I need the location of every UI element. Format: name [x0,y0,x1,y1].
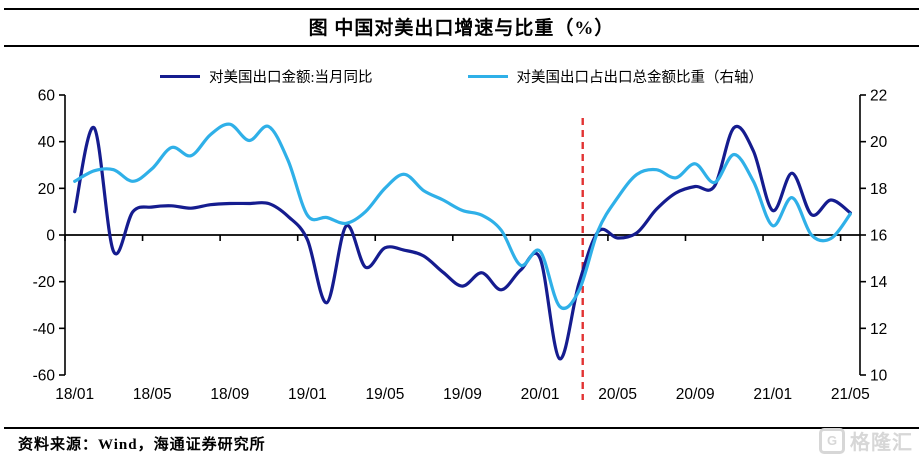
gelonghui-watermark: G 格隆汇 [819,426,913,455]
right-axis-tick-label: 10 [870,368,888,385]
right-axis-tick-label: 18 [870,181,887,198]
x-axis-tick-label: 20/09 [676,386,715,403]
right-axis-tick-label: 22 [870,88,887,105]
right-axis-tick-label: 20 [870,134,888,151]
left-axis-tick-label: 20 [38,181,56,198]
x-axis-tick-label: 18/01 [55,386,94,403]
gelonghui-logo-icon: G [819,427,845,454]
x-axis-tick-label: 20/01 [521,386,560,403]
x-axis-tick-label: 19/05 [366,386,405,403]
x-axis-tick-label: 18/05 [133,386,172,403]
legend-item-share: 对美国出口占出口总金额比重（右轴） [467,66,764,87]
x-axis-tick-label: 18/09 [210,386,249,403]
source-note: 资料来源：Wind，海通证券研究所 [18,437,266,453]
gelonghui-watermark-text: 格隆汇 [850,432,913,454]
legend-item-yoy: 对美国出口金额:当月同比 [159,66,373,87]
left-axis-tick-label: -20 [33,274,56,291]
right-axis-tick-label: 16 [870,228,887,245]
title-rule [4,45,919,47]
left-axis-tick-label: -40 [33,321,56,338]
share-line-swatch [467,74,508,79]
left-axis-tick-label: -60 [33,368,56,385]
left-axis-tick-label: 40 [38,134,56,151]
x-axis-tick-label: 21/05 [831,386,870,403]
chart-legend: 对美国出口金额:当月同比 对美国出口占出口总金额比重（右轴） [0,66,923,87]
top-rule [4,8,919,10]
left-axis-tick-label: 0 [46,228,55,245]
page-title: 图 中国对美出口增速与比重（%） [308,18,615,39]
yoy-line-swatch [159,74,200,79]
x-axis-tick-label: 21/01 [753,386,792,403]
footer-rule [4,427,919,429]
left-axis-tick-label: 60 [38,88,56,105]
series-export-yoy-line [73,124,852,361]
x-axis-tick-label: 19/09 [443,386,482,403]
right-axis-tick-label: 14 [870,274,888,291]
legend-label-yoy: 对美国出口金额:当月同比 [208,70,373,86]
right-axis-tick-label: 12 [870,321,887,338]
x-axis-tick-label: 20/05 [598,386,637,403]
legend-label-share: 对美国出口占出口总金额比重（右轴） [516,70,764,86]
x-axis-tick-label: 19/01 [288,386,327,403]
series-export-share-line [73,122,852,310]
